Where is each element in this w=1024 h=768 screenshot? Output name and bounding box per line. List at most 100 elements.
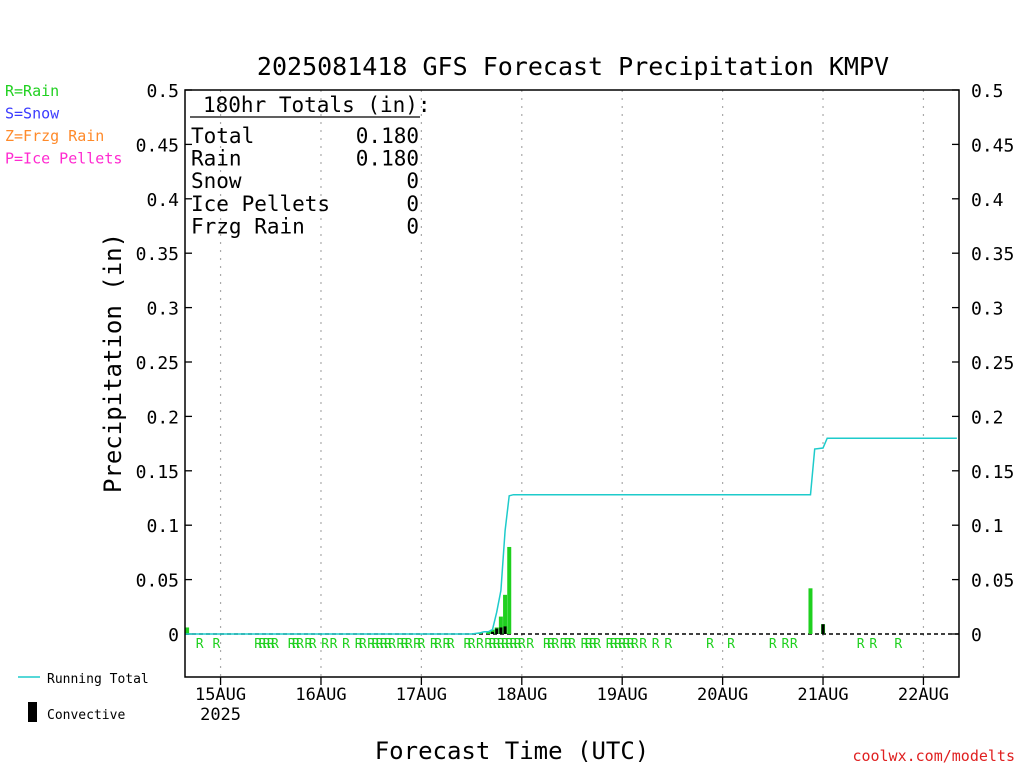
ptype-marker: R xyxy=(296,637,304,652)
ptype-marker: R xyxy=(288,637,296,652)
plot-frame xyxy=(184,89,960,678)
y-tick-label-right: 0.3 xyxy=(971,299,1004,320)
ptype-marker: R xyxy=(384,637,392,652)
precip-bar xyxy=(498,616,503,634)
y-tick-label-right: 0.4 xyxy=(971,190,1004,211)
ptype-marker: R xyxy=(610,637,618,652)
convective-bar xyxy=(495,628,499,634)
totals-header: 180hr Totals (in): xyxy=(203,93,431,117)
ptype-marker: R xyxy=(790,637,798,652)
ptype-marker: R xyxy=(476,637,484,652)
ptype-marker: R xyxy=(443,637,451,652)
ptype-marker: R xyxy=(267,637,275,652)
y-tick-label-left: 0.25 xyxy=(136,353,179,374)
ptype-marker: R xyxy=(627,637,635,652)
y-tick-label-right: 0.35 xyxy=(971,244,1014,265)
ptype-marker: R xyxy=(292,637,300,652)
y-tick-label-right: 0.25 xyxy=(971,353,1014,374)
ptype-marker: R xyxy=(271,637,279,652)
ptype-marker: R xyxy=(781,637,789,652)
ptype-marker: R xyxy=(371,637,379,652)
ptype-marker: R xyxy=(468,637,476,652)
y-tick-label-left: 0.3 xyxy=(146,299,179,320)
gridlines xyxy=(219,90,925,677)
ptype-marker: R xyxy=(727,637,735,652)
x-axis-label: Forecast Time (UTC) xyxy=(375,737,650,765)
ptype-marker: R xyxy=(330,637,338,652)
precip-bars xyxy=(185,546,826,634)
ptype-marker: R xyxy=(417,637,425,652)
ptype-marker: R xyxy=(526,637,534,652)
totals-row-value: 0.180 xyxy=(356,124,419,148)
ptype-marker: R xyxy=(869,637,877,652)
y-tick-label-left: 0.35 xyxy=(136,244,179,265)
ptype-marker: R xyxy=(463,637,471,652)
ptype-marker: R xyxy=(769,637,777,652)
totals-row-value: 0 xyxy=(406,169,419,193)
ptype-marker: R xyxy=(388,637,396,652)
y-tick-label-right: 0 xyxy=(971,625,982,646)
y-tick-label-right: 0.05 xyxy=(971,571,1014,592)
ptype-marker: R xyxy=(258,637,266,652)
ptype-marker: R xyxy=(706,637,714,652)
y-tick-label-left: 0.4 xyxy=(146,190,179,211)
totals-row-value: 0 xyxy=(406,214,419,238)
y-tick-label-left: 0 xyxy=(168,625,179,646)
convective-bar xyxy=(499,627,503,634)
ptype-legend-item: P=Ice Pellets xyxy=(5,150,122,168)
ptype-marker: R xyxy=(652,637,660,652)
ptype-marker: R xyxy=(564,637,572,652)
precip-bar xyxy=(486,631,491,634)
ptype-marker: R xyxy=(551,637,559,652)
x-tick-label: 19AUG xyxy=(597,685,648,705)
precip-bar xyxy=(185,627,190,634)
ptype-marker: R xyxy=(560,637,568,652)
ptype-marker: R xyxy=(518,637,526,652)
convective-bar xyxy=(503,626,507,634)
convective-legend-label: Convective xyxy=(47,708,125,723)
x-tick-label: 20AUG xyxy=(697,685,748,705)
totals-row-value: 0.180 xyxy=(356,147,419,171)
totals-box: 180hr Totals (in): Total 0.180 Rain 0.180 Sn… xyxy=(190,93,431,238)
ptype-marker: R xyxy=(489,637,497,652)
ptype-marker: R xyxy=(589,637,597,652)
x-tick-label: 22AUG xyxy=(898,685,949,705)
ptype-marker: R xyxy=(581,637,589,652)
ptype-marker: R xyxy=(664,637,672,652)
totals-row-label: Ice Pellets xyxy=(191,192,330,216)
precip-bar xyxy=(507,546,512,634)
ptype-marker: R xyxy=(505,637,513,652)
ptype-marker: R xyxy=(430,637,438,652)
ptype-marker: R xyxy=(894,637,902,652)
y-tick-label-left: 0.45 xyxy=(136,135,179,156)
y-tick-label-right: 0.2 xyxy=(971,407,1004,428)
x-tick-year-label: 2025 xyxy=(200,705,241,725)
ptype-marker: R xyxy=(484,637,492,652)
ptype-marker: R xyxy=(514,637,522,652)
convective-bar xyxy=(491,631,495,634)
ptype-marker: R xyxy=(447,637,455,652)
ptype-marker: R xyxy=(263,637,271,652)
y-axis-label: Precipitation (in) xyxy=(99,233,127,493)
chart-title: 2025081418 GFS Forecast Precipitation KM… xyxy=(257,52,889,81)
ptype-marker: R xyxy=(857,637,865,652)
totals-row-label: Rain xyxy=(191,147,242,171)
ptype-marker: R xyxy=(493,637,501,652)
ptype-marker: R xyxy=(309,637,317,652)
ptype-marker: R xyxy=(543,637,551,652)
ptype-marker: R xyxy=(497,637,505,652)
totals-row-label: Total xyxy=(191,124,254,148)
x-tick-label: 15AUG xyxy=(195,685,246,705)
ptype-marker: R xyxy=(212,637,220,652)
totals-row-label: Snow xyxy=(191,169,242,193)
running-total-legend-label: Running Total xyxy=(47,672,149,687)
ptype-marker: R xyxy=(413,637,421,652)
footer-credit: coolwx.com/modelts xyxy=(852,747,1015,765)
y-tick-label-left: 0.1 xyxy=(146,516,179,537)
y-tick-label-left: 0.2 xyxy=(146,407,179,428)
y-tick-label-left: 0.15 xyxy=(136,462,179,483)
ptype-marker: R xyxy=(321,637,329,652)
ptype-marker: R xyxy=(305,637,313,652)
